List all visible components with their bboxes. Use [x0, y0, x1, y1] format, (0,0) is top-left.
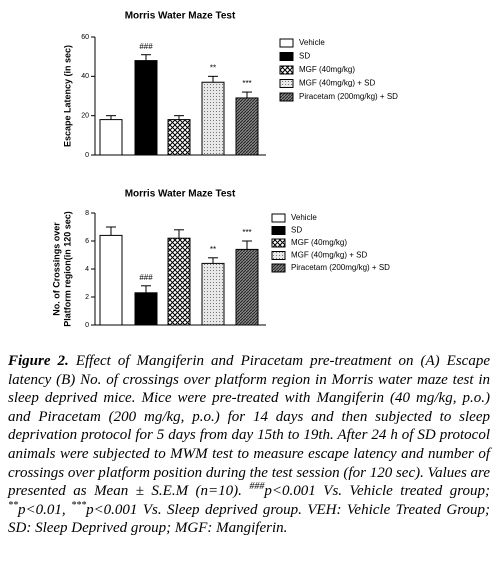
legend-swatch [279, 38, 294, 48]
error-bar [242, 240, 252, 250]
bar [235, 248, 259, 326]
legend-swatch [271, 251, 286, 260]
legend-swatch [271, 263, 286, 273]
chart-title: Morris Water Maze Test [125, 189, 236, 200]
error-bar [208, 75, 218, 83]
bar [201, 81, 225, 156]
bar [134, 60, 158, 156]
y-tick-label: 8 [85, 210, 89, 217]
bar [235, 97, 259, 156]
y-axis-label: Escape Latency (in sec) [62, 45, 72, 147]
error-bar [208, 257, 218, 264]
y-tick-label: 6 [85, 238, 89, 245]
caption-label: Figure 2. [8, 353, 69, 369]
y-tick-label: 0 [85, 322, 89, 329]
caption-text: p<0.001 Vs. Sleep deprived group. VEH: V… [8, 501, 490, 537]
significance-label: ** [210, 63, 216, 72]
caption-text: p<0.001 Vs. Vehicle treated group; [264, 483, 490, 500]
error-bar [106, 226, 116, 236]
error-bar [174, 115, 184, 120]
y-tick-label: 4 [85, 266, 89, 273]
legend-label: MGF (40mg/kg) [299, 65, 355, 74]
error-bar [106, 115, 116, 120]
chart-title: Morris Water Maze Test [125, 11, 236, 22]
legend-swatch [279, 52, 294, 61]
y-axis-label: Platform region(in 120 sec) [62, 211, 72, 327]
legend-swatch [279, 65, 294, 75]
legend-swatch [279, 92, 294, 102]
significance-label: ### [139, 273, 153, 282]
legend-swatch [271, 213, 286, 223]
error-bar [141, 285, 151, 293]
legend-label: SD [299, 52, 310, 61]
y-tick-label: 20 [81, 113, 89, 120]
caption-text: Effect of Mangiferin and Piracetam pre-t… [8, 353, 490, 500]
significance-label: ### [139, 42, 153, 51]
caption-text: p<0.01, [18, 501, 72, 518]
significance-label: *** [242, 228, 251, 237]
caption: Figure 2. Effect of Mangiferin and Pirac… [8, 352, 490, 538]
caption-superscript: ** [8, 499, 18, 511]
legend-label: Piracetam (200mg/kg) + SD [299, 92, 398, 101]
bar [167, 119, 191, 156]
legend-label: Vehicle [291, 213, 317, 222]
legend-label: Piracetam (200mg/kg) + SD [291, 263, 390, 272]
legend-label: MGF (40mg/kg) + SD [291, 251, 367, 260]
legend-swatch [271, 238, 286, 248]
y-tick-label: 60 [81, 34, 89, 41]
legend-label: Vehicle [299, 38, 325, 47]
legend-label: MGF (40mg/kg) + SD [299, 79, 375, 88]
caption-superscript: ### [249, 481, 265, 493]
error-bar [242, 91, 252, 98]
significance-label: ** [210, 245, 216, 254]
legend-swatch [279, 79, 294, 88]
y-axis-label: No. of Crossings over [51, 222, 61, 316]
bar [167, 237, 191, 326]
legend-label: MGF (40mg/kg) [291, 238, 347, 247]
caption-superscript: *** [71, 499, 87, 511]
legend-label: SD [291, 226, 302, 235]
bar [99, 119, 123, 156]
y-tick-label: 0 [85, 152, 89, 159]
bar [201, 262, 225, 326]
bar [99, 234, 123, 326]
charts: Morris Water Maze Test Escape Latency (in… [51, 11, 398, 329]
legend-swatch [271, 226, 286, 235]
bar [134, 292, 158, 326]
error-bar [174, 229, 184, 239]
error-bar [141, 54, 151, 61]
y-tick-label: 40 [81, 73, 89, 80]
significance-label: *** [242, 79, 251, 88]
y-tick-label: 2 [85, 294, 89, 301]
